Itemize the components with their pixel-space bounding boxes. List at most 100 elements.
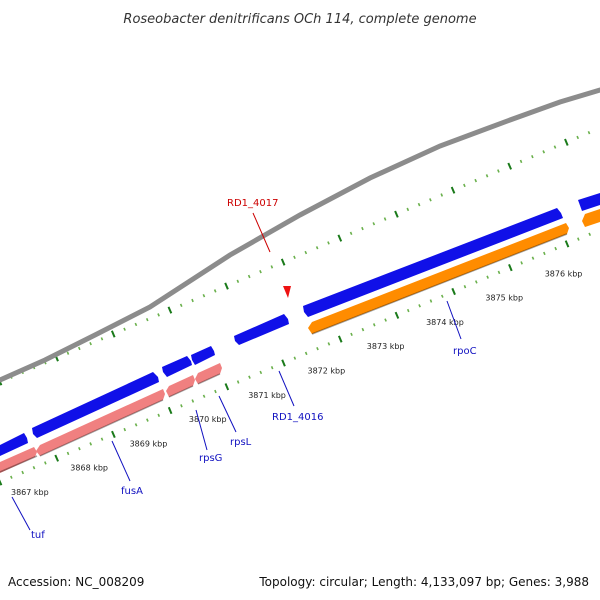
minor-tick: [577, 237, 580, 241]
minor-tick: [553, 145, 557, 149]
gene-arrow-rpoC[interactable]: [303, 208, 563, 317]
minor-tick: [10, 475, 13, 479]
minor-tick: [349, 231, 353, 236]
leader-tuf: [11, 496, 31, 531]
inner-tick-ring: [0, 232, 592, 486]
minor-tick: [236, 380, 240, 384]
major-tick: [54, 454, 60, 462]
leader-rpoC: [446, 300, 462, 340]
gene-arrow-tuf[interactable]: [0, 433, 28, 456]
gene-arrow-reverse-offscreen[interactable]: [582, 209, 600, 227]
leader-RD1-4017: [252, 212, 271, 253]
minor-tick: [304, 351, 308, 356]
gene-labels: tuf fusA rpsG rpsL RD1_4016 rpoC RD1_401…: [11, 198, 477, 541]
minor-tick: [248, 375, 251, 379]
minor-tick: [134, 423, 138, 427]
minor-tick: [520, 261, 523, 265]
leader-fusA: [111, 440, 131, 482]
minor-tick: [384, 318, 387, 322]
major-tick: [394, 311, 400, 319]
minor-tick: [316, 346, 319, 351]
minor-tick: [429, 198, 432, 202]
gene-arrow-reverse-4[interactable]: [195, 363, 222, 384]
minor-tick: [474, 280, 478, 284]
gene-label-tuf[interactable]: tuf: [31, 530, 45, 541]
major-tick: [394, 210, 399, 218]
minor-tick: [474, 178, 478, 183]
accession-text: Accession: NC_008209: [8, 575, 144, 589]
minor-tick: [440, 193, 444, 197]
minor-tick: [270, 366, 274, 370]
genome-backbone: [0, 87, 600, 383]
minor-tick: [89, 341, 92, 346]
gene-label-rpoC[interactable]: rpoC: [453, 346, 477, 357]
minor-tick: [417, 202, 421, 207]
minor-tick: [191, 399, 195, 403]
gene-arrow-offscreen[interactable]: [578, 193, 600, 211]
scale-label: 3876 kbp: [545, 269, 583, 278]
minor-tick: [531, 256, 535, 260]
gene-label-fusA[interactable]: fusA: [121, 486, 143, 497]
gene-label-rpsG[interactable]: rpsG: [199, 453, 222, 464]
minor-tick: [429, 299, 433, 303]
gene-label-rpsL[interactable]: rpsL: [230, 437, 252, 448]
gene-arrow-rpsL[interactable]: [191, 346, 215, 365]
minor-tick: [202, 394, 206, 398]
minor-tick: [588, 232, 592, 237]
minor-tick: [100, 337, 104, 341]
minor-tick: [191, 298, 194, 303]
minor-tick: [372, 323, 376, 327]
position-marker-icon[interactable]: [283, 286, 291, 298]
minor-tick: [123, 427, 127, 432]
minor-tick: [554, 246, 558, 251]
gene-label-RD1-4017[interactable]: RD1_4017: [227, 198, 278, 209]
major-tick: [224, 383, 230, 391]
scale-label: 3870 kbp: [189, 415, 227, 424]
minor-tick: [576, 135, 580, 140]
major-tick: [564, 138, 569, 146]
gene-arrow-rpoB[interactable]: [308, 223, 569, 334]
minor-tick: [259, 269, 262, 274]
gene-label-RD1-4016[interactable]: RD1_4016: [272, 412, 323, 423]
minor-tick: [77, 346, 81, 351]
gene-arrow-RD1-4016[interactable]: [234, 314, 289, 345]
minor-tick: [236, 279, 240, 283]
minor-tick: [180, 404, 183, 408]
scale-label: 3871 kbp: [248, 391, 286, 400]
scale-label: 3872 kbp: [308, 367, 346, 376]
minor-tick: [406, 207, 410, 212]
major-tick: [167, 406, 173, 415]
minor-tick: [270, 265, 274, 269]
minor-tick: [315, 246, 319, 250]
minor-tick: [32, 465, 36, 470]
minor-tick: [157, 413, 161, 417]
minor-tick: [543, 251, 546, 256]
leader-RD1-4016: [278, 370, 295, 407]
minor-tick: [486, 275, 489, 279]
leader-rpsG: [195, 409, 208, 451]
major-tick: [507, 162, 513, 170]
scale-label: 3869 kbp: [130, 439, 168, 448]
minor-tick: [418, 304, 421, 308]
minor-tick: [123, 327, 126, 331]
major-tick: [281, 359, 286, 367]
gene-arrow-reverse-2[interactable]: [36, 389, 165, 456]
major-tick: [337, 335, 343, 343]
minor-tick: [44, 461, 47, 465]
gene-arrow-fusA[interactable]: [32, 372, 159, 438]
minor-tick: [66, 451, 70, 456]
scale-labels: 3867 kbp 3868 kbp 3869 kbp 3870 kbp 3871 kbp…: [11, 269, 582, 497]
major-tick: [280, 258, 286, 266]
genome-summary-text: Topology: circular; Length: 4,133,097 bp…: [258, 575, 589, 589]
minor-tick: [587, 130, 591, 135]
gene-arrow-reverse-3[interactable]: [166, 375, 195, 397]
minor-tick: [259, 370, 263, 375]
major-tick: [564, 240, 570, 248]
minor-tick: [383, 217, 387, 221]
gene-arrow-reverse-1[interactable]: [0, 447, 37, 473]
minor-tick: [78, 446, 81, 451]
minor-tick: [406, 308, 410, 313]
minor-tick: [214, 389, 217, 394]
minor-tick: [485, 174, 489, 178]
gene-arrow-rpsG[interactable]: [162, 356, 192, 377]
